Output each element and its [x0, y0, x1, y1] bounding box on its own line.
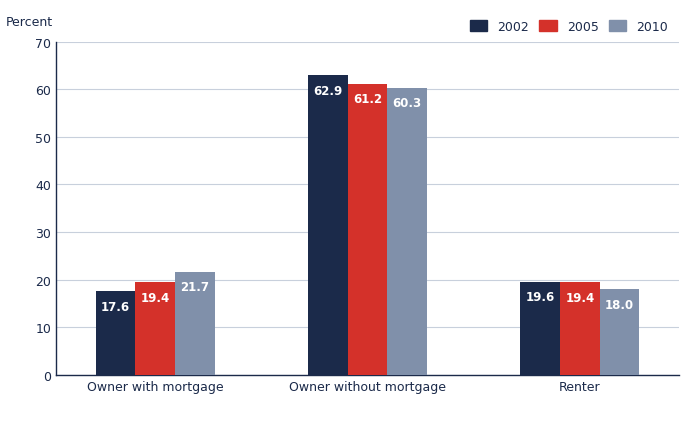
Text: 18.0: 18.0	[605, 298, 634, 311]
Text: 61.2: 61.2	[353, 93, 382, 106]
Bar	[348, 84, 387, 375]
Text: 19.4: 19.4	[141, 291, 169, 304]
Text: 19.6: 19.6	[526, 291, 555, 303]
Bar	[96, 291, 135, 375]
Bar	[560, 283, 600, 375]
Legend: 2002, 2005, 2010: 2002, 2005, 2010	[465, 16, 673, 39]
Bar	[387, 89, 427, 375]
Bar	[600, 289, 639, 375]
Bar	[175, 272, 215, 375]
Text: 21.7: 21.7	[181, 280, 209, 294]
Text: 60.3: 60.3	[393, 97, 421, 110]
Bar	[308, 76, 348, 375]
Text: 17.6: 17.6	[101, 300, 130, 313]
Text: 19.4: 19.4	[566, 291, 594, 304]
Text: 62.9: 62.9	[313, 85, 342, 98]
Bar	[520, 282, 560, 375]
Bar	[135, 283, 175, 375]
Text: Percent: Percent	[6, 16, 53, 29]
